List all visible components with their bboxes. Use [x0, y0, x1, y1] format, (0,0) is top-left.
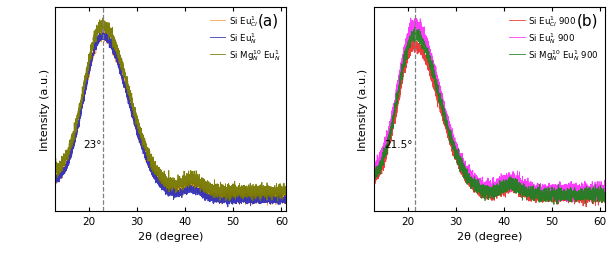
Y-axis label: Intensity (a.u.): Intensity (a.u.)	[40, 68, 50, 150]
Si Eu$^{1}_{N}$ 900	[601, 191, 608, 194]
Line: Si Eu$^{1}_{Cl}$ 900: Si Eu$^{1}_{Cl}$ 900	[374, 39, 605, 207]
Si Mg$^{10}_{N}$ Eu$^{1}_{N}$	[276, 193, 283, 196]
Si Eu$^{1}_{N}$	[161, 187, 169, 190]
Si Mg$^{10}_{N}$ Eu$^{1}_{N}$	[150, 168, 158, 171]
Si Eu$^{1}_{Cl}$ 900	[583, 196, 590, 199]
Si Eu$^{1}_{Cl}$	[282, 200, 290, 203]
Si Eu$^{1}_{N}$	[150, 174, 158, 177]
Si Eu$^{1}_{Cl}$	[276, 198, 283, 201]
Si Mg$^{10}_{N}$ Eu$^{1}_{N}$	[274, 200, 281, 203]
Legend: Si Eu$^{1}_{Cl}$, Si Eu$^{1}_{N}$, Si Mg$^{10}_{N}$ Eu$^{1}_{N}$: Si Eu$^{1}_{Cl}$, Si Eu$^{1}_{N}$, Si Mg…	[208, 12, 282, 64]
Si Eu$^{1}_{N}$ 900	[370, 169, 378, 172]
Si Eu$^{1}_{Cl}$	[219, 197, 227, 200]
Si Mg$^{10}_{N}$ Eu$^{1}_{N}$	[161, 175, 169, 178]
Si Eu$^{1}_{N}$ 900	[563, 201, 570, 204]
Text: 23°: 23°	[83, 139, 101, 149]
Si Eu$^{1}_{N}$ 900	[467, 174, 475, 177]
Text: 21.5°: 21.5°	[384, 139, 413, 149]
Si Mg$^{10}_{N}$ Eu$^{1}_{N}$	[52, 162, 59, 165]
Si Eu$^{1}_{N}$	[52, 178, 59, 181]
Si Mg$^{10}_{N}$ Eu$^{1}_{N}$ 900	[594, 196, 602, 199]
Si Eu$^{1}_{Cl}$ 900	[469, 185, 476, 188]
Si Mg$^{10}_{N}$ Eu$^{1}_{N}$ 900	[480, 191, 488, 194]
Si Mg$^{10}_{N}$ Eu$^{1}_{N}$ 900	[469, 184, 476, 187]
Si Mg$^{10}_{N}$ Eu$^{1}_{N}$ 900	[583, 185, 590, 188]
Si Eu$^{1}_{Cl}$	[161, 185, 169, 188]
Si Eu$^{1}_{N}$	[99, 29, 107, 32]
Si Eu$^{1}_{N}$	[224, 205, 231, 209]
Si Eu$^{1}_{Cl}$ 900	[370, 180, 378, 183]
Si Eu$^{1}_{N}$	[276, 200, 283, 203]
Line: Si Eu$^{1}_{N}$: Si Eu$^{1}_{N}$	[55, 31, 286, 207]
Text: (b): (b)	[577, 14, 598, 29]
Si Eu$^{1}_{Cl}$	[52, 176, 59, 179]
Legend: Si Eu$^{1}_{Cl}$ 900, Si Eu$^{1}_{N}$ 900, Si Mg$^{10}_{N}$ Eu$^{1}_{N}$ 900: Si Eu$^{1}_{Cl}$ 900, Si Eu$^{1}_{N}$ 90…	[507, 12, 600, 64]
Si Eu$^{1}_{N}$ 900	[538, 186, 545, 189]
Si Eu$^{1}_{N}$ 900	[594, 189, 602, 192]
Line: Si Mg$^{10}_{N}$ Eu$^{1}_{N}$ 900: Si Mg$^{10}_{N}$ Eu$^{1}_{N}$ 900	[374, 28, 605, 205]
X-axis label: 2θ (degree): 2θ (degree)	[457, 231, 522, 241]
Si Mg$^{10}_{N}$ Eu$^{1}_{N}$	[219, 196, 227, 199]
Si Eu$^{1}_{Cl}$ 900	[601, 196, 608, 199]
Si Eu$^{1}_{N}$	[282, 198, 290, 201]
Si Eu$^{1}_{Cl}$	[264, 204, 271, 207]
Si Eu$^{1}_{N}$ 900	[583, 187, 590, 190]
Si Eu$^{1}_{Cl}$ 900	[410, 38, 418, 41]
Y-axis label: Intensity (a.u.): Intensity (a.u.)	[359, 68, 368, 150]
Si Eu$^{1}_{N}$ 900	[469, 182, 476, 185]
Si Eu$^{1}_{Cl}$ 900	[594, 198, 602, 201]
Si Mg$^{10}_{N}$ Eu$^{1}_{N}$ 900	[467, 179, 475, 182]
Si Mg$^{10}_{N}$ Eu$^{1}_{N}$ 900	[370, 171, 378, 174]
Si Mg$^{10}_{N}$ Eu$^{1}_{N}$	[264, 189, 271, 193]
Si Eu$^{1}_{Cl}$	[264, 195, 271, 198]
Si Mg$^{10}_{N}$ Eu$^{1}_{N}$ 900	[538, 198, 545, 201]
Line: Si Eu$^{1}_{N}$ 900: Si Eu$^{1}_{N}$ 900	[374, 19, 605, 202]
Si Eu$^{1}_{N}$ 900	[407, 17, 414, 20]
X-axis label: 2θ (degree): 2θ (degree)	[138, 231, 203, 241]
Si Mg$^{10}_{N}$ Eu$^{1}_{N}$	[149, 165, 156, 168]
Si Mg$^{10}_{N}$ Eu$^{1}_{N}$ 900	[601, 191, 608, 194]
Si Eu$^{1}_{N}$	[149, 169, 156, 172]
Si Eu$^{1}_{Cl}$	[101, 27, 109, 30]
Si Eu$^{1}_{Cl}$ 900	[538, 200, 545, 203]
Line: Si Mg$^{10}_{N}$ Eu$^{1}_{N}$: Si Mg$^{10}_{N}$ Eu$^{1}_{N}$	[55, 19, 286, 201]
Si Eu$^{1}_{N}$	[219, 198, 227, 201]
Si Eu$^{1}_{N}$ 900	[480, 188, 488, 191]
Si Eu$^{1}_{Cl}$ 900	[467, 181, 475, 184]
Si Eu$^{1}_{Cl}$	[150, 177, 158, 180]
Text: (a): (a)	[258, 14, 279, 29]
Si Eu$^{1}_{Cl}$ 900	[583, 205, 590, 209]
Si Eu$^{1}_{Cl}$ 900	[480, 194, 488, 197]
Si Mg$^{10}_{N}$ Eu$^{1}_{N}$ 900	[550, 203, 558, 206]
Si Eu$^{1}_{N}$	[264, 197, 271, 200]
Si Eu$^{1}_{Cl}$	[149, 167, 156, 170]
Si Mg$^{10}_{N}$ Eu$^{1}_{N}$	[99, 17, 106, 20]
Si Mg$^{10}_{N}$ Eu$^{1}_{N}$	[282, 191, 290, 194]
Si Mg$^{10}_{N}$ Eu$^{1}_{N}$ 900	[411, 26, 419, 29]
Line: Si Eu$^{1}_{Cl}$: Si Eu$^{1}_{Cl}$	[55, 28, 286, 205]
